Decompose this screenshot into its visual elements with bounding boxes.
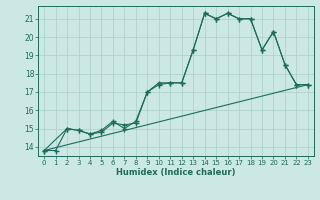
X-axis label: Humidex (Indice chaleur): Humidex (Indice chaleur): [116, 168, 236, 177]
